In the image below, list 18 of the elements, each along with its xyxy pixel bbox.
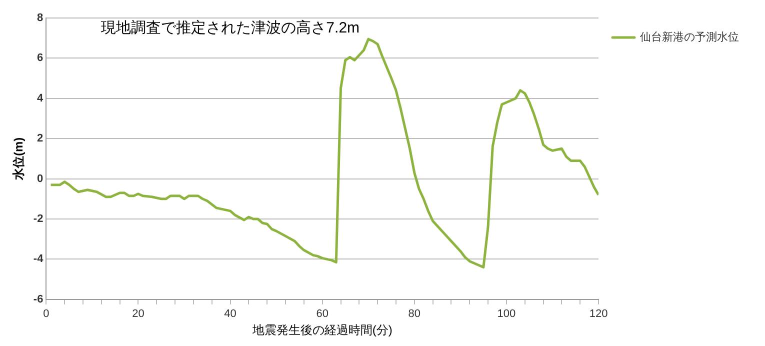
y-tick-label: 6 bbox=[37, 52, 44, 64]
y-tick-label: 4 bbox=[37, 92, 44, 104]
x-tick-label: 20 bbox=[132, 308, 144, 320]
x-tick-label: 120 bbox=[589, 308, 608, 320]
y-tick-label: 8 bbox=[37, 12, 44, 24]
y-tick-label: -2 bbox=[33, 213, 44, 226]
x-tick-label: 40 bbox=[224, 308, 236, 320]
y-axis-title: 水位(m) bbox=[12, 137, 26, 182]
y-tick-label: 2 bbox=[37, 132, 44, 145]
y-tick-label: -4 bbox=[33, 253, 44, 266]
x-axis-title: 地震発生後の経過時間(分) bbox=[251, 323, 392, 338]
legend-label: 仙台新港の予測水位 bbox=[640, 30, 739, 44]
x-tick-label: 60 bbox=[316, 308, 328, 320]
chart-title: 現地調査で推定された津波の高さ7.2m bbox=[101, 20, 360, 37]
x-tick-label: 100 bbox=[497, 308, 516, 320]
y-tick-label: -6 bbox=[33, 293, 44, 306]
y-tick-label: 0 bbox=[37, 172, 44, 185]
x-tick-label: 80 bbox=[408, 308, 421, 320]
